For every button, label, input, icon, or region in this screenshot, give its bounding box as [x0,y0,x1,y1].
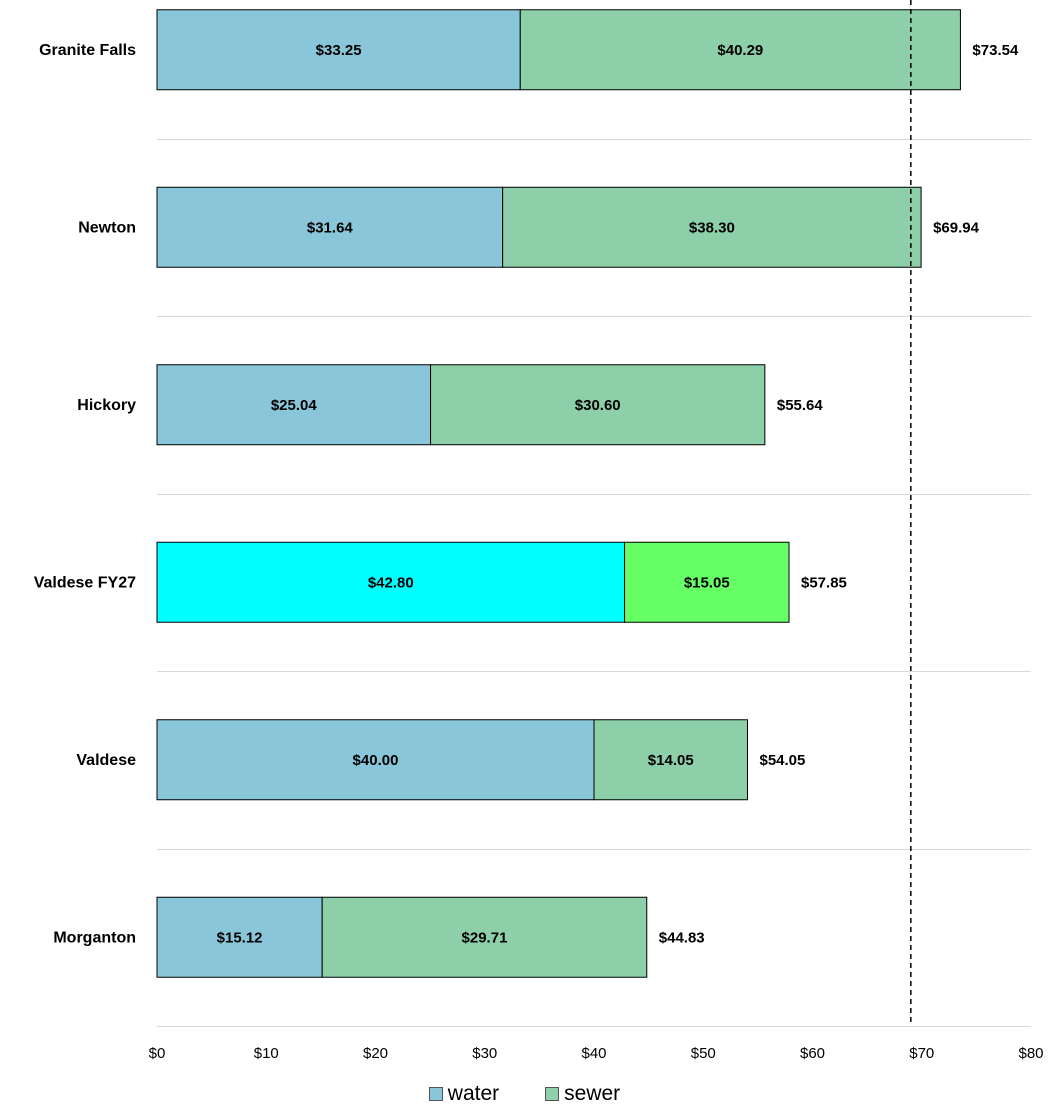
total-label: $55.64 [777,397,824,414]
stacked-bar-chart: Granite Falls $33.25 $40.29 $73.54 Newton $31… [34,0,1044,1062]
total-label: $54.05 [759,752,805,769]
x-tick-label: $0 [149,1045,166,1062]
bar-segment-sewer [430,364,766,446]
x-tick-label: $10 [254,1045,279,1062]
data-label-water: $15.12 [217,929,263,946]
bar-segment-sewer [624,541,790,623]
legend-label-water: water [447,1082,500,1105]
bar-segment-water [156,541,626,623]
bar-segment-water [156,896,323,978]
bar-segment-sewer [593,719,748,801]
legend-swatch-water [428,1087,443,1101]
x-tick-label: $40 [581,1045,606,1062]
total-label: $44.83 [659,929,705,946]
data-label-water: $31.64 [307,219,354,236]
total-label: $57.85 [801,574,847,591]
bar-segment-sewer [519,9,961,91]
legend-item-sewer: sewer [545,1082,620,1106]
data-label-water: $40.00 [353,752,399,769]
data-label-sewer: $40.29 [717,42,763,59]
total-label: $73.54 [972,42,1019,59]
bar-segment-water [156,719,595,801]
category-label: Valdese FY27 [34,574,136,591]
category-label: Granite Falls [39,42,136,59]
x-tick-label: $50 [691,1045,716,1062]
data-label-sewer: $30.60 [575,397,621,414]
data-label-water: $42.80 [368,574,414,591]
legend-item-water: water [428,1082,500,1106]
bar-segment-water [156,9,521,91]
bar-segment-sewer [502,186,922,268]
data-label-water: $25.04 [271,397,318,414]
x-tick-label: $70 [909,1045,934,1062]
x-tick-label: $20 [363,1045,388,1062]
x-tick-label: $60 [800,1045,825,1062]
data-label-sewer: $29.71 [462,929,508,946]
total-label: $69.94 [933,219,980,236]
category-label: Newton [78,219,136,236]
bar-segment-water [156,186,504,268]
bar-segment-water [156,364,432,446]
bar-segment-sewer [321,896,648,978]
data-label-water: $33.25 [316,42,362,59]
data-label-sewer: $38.30 [689,219,735,236]
data-label-sewer: $15.05 [684,574,730,591]
category-label: Hickory [77,397,136,414]
chart-legend: water sewer [0,1082,1049,1106]
data-label-sewer: $14.05 [648,752,694,769]
category-label: Morganton [53,929,136,946]
x-tick-label: $30 [472,1045,497,1062]
category-label: Valdese [76,752,136,769]
legend-swatch-sewer [545,1087,560,1101]
x-tick-label: $80 [1018,1045,1043,1062]
legend-label-sewer: sewer [564,1082,621,1105]
